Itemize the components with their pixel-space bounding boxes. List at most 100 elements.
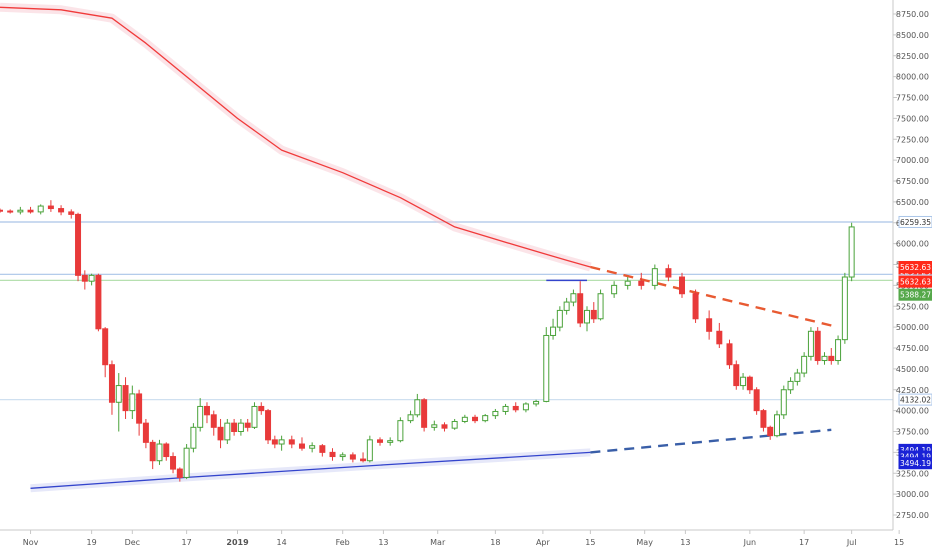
candle-body <box>95 274 102 330</box>
x-tick-label: Apr <box>536 538 551 547</box>
y-tick-label: 6500.00 <box>896 198 929 207</box>
candle-body <box>258 405 265 412</box>
candle-body <box>366 439 373 462</box>
y-tick-label: 8000.00 <box>896 73 929 82</box>
price-tag-label: 5632.63 <box>900 263 931 272</box>
candle-body <box>431 424 438 428</box>
x-tick-label: 17 <box>799 538 809 547</box>
candle-body <box>753 389 760 412</box>
y-tick-label: 3750.00 <box>896 428 929 437</box>
candle-body <box>190 426 197 449</box>
y-tick-label: 6750.00 <box>896 177 929 186</box>
y-tick-label: 4000.00 <box>896 407 929 416</box>
level-tag-box <box>898 215 932 228</box>
candle-body <box>210 414 217 428</box>
candle-body <box>590 309 597 320</box>
x-tick-label: Jun <box>743 538 757 547</box>
price-tag-label: 5388.27 <box>900 291 931 300</box>
price-tag-label: 3494.19 <box>900 446 931 455</box>
candle-body <box>780 389 787 416</box>
candle-body <box>706 318 713 332</box>
y-tick-label: 7750.00 <box>896 94 929 103</box>
candle-body <box>288 439 295 445</box>
price-tag-box <box>898 457 932 470</box>
y-tick-label: 8750.00 <box>896 10 929 19</box>
x-tick-label: 13 <box>680 538 690 547</box>
candle-body <box>37 205 44 213</box>
candle-body <box>149 441 156 462</box>
candle-body <box>75 213 82 276</box>
projected-trendline <box>590 265 832 327</box>
candle-body <box>115 385 122 403</box>
y-tick-label: 8500.00 <box>896 31 929 40</box>
candle-body <box>360 458 367 462</box>
x-tick-label: 2019 <box>226 538 249 547</box>
level-tag-label: 6259.35 <box>900 218 931 227</box>
candle-body <box>597 293 604 320</box>
candle-body <box>197 405 204 428</box>
y-tick-label: 7250.00 <box>896 135 929 144</box>
candle-body <box>716 330 723 345</box>
x-tick-label: 15 <box>894 538 904 547</box>
candle-body <box>692 293 699 320</box>
y-tick-label: 7000.00 <box>896 156 929 165</box>
candle-body <box>760 410 767 428</box>
y-tick-label: 3000.00 <box>896 490 929 499</box>
x-tick-label: 17 <box>182 538 192 547</box>
candle-body <box>848 226 855 278</box>
y-tick-label: 4250.00 <box>896 386 929 395</box>
candle-body <box>841 276 848 341</box>
price-tag-label: 5632.63 <box>900 278 931 287</box>
candle-body <box>835 339 842 362</box>
candle-body <box>265 410 272 441</box>
candle-body <box>163 443 170 458</box>
support-trendline <box>30 451 591 489</box>
candle-body <box>170 456 177 470</box>
y-tick-label: 8250.00 <box>896 52 929 61</box>
candle-body <box>244 422 251 428</box>
candle-body <box>27 209 34 213</box>
x-tick-label: 15 <box>585 538 595 547</box>
candle-body <box>7 210 14 213</box>
candle-body <box>733 364 740 387</box>
candle-body <box>414 399 421 416</box>
y-tick-label: 5000.00 <box>896 323 929 332</box>
candle-body <box>550 326 557 336</box>
candle-body <box>339 454 346 458</box>
candle-body <box>441 424 448 429</box>
x-axis: Nov 19 Dec 17 2019 14 Feb 13 Mar 18 Apr 15 May 13 Jun 1… <box>23 530 904 547</box>
candle-body <box>278 439 285 445</box>
candle-body <box>349 454 356 460</box>
candle-body <box>570 293 577 303</box>
y-tick-label: 6000.00 <box>896 240 929 249</box>
candle-body <box>47 205 54 210</box>
candle-body <box>0 209 3 212</box>
x-tick-label: Nov <box>23 538 39 547</box>
candle-body <box>377 439 384 443</box>
candle-body <box>801 355 808 374</box>
candle-body <box>397 420 404 442</box>
candle-body <box>176 468 183 478</box>
candle-body <box>814 330 821 362</box>
y-tick-label: 4500.00 <box>896 365 929 374</box>
overlay-lines <box>0 2 832 493</box>
candle-body <box>203 405 210 416</box>
candle-body <box>407 414 414 422</box>
candle-body <box>224 422 231 441</box>
candle-body <box>740 376 747 387</box>
candle-body <box>583 309 590 324</box>
candle-body <box>17 209 24 213</box>
candle-body <box>108 364 115 403</box>
candle-body <box>319 445 326 453</box>
x-tick-label: Dec <box>125 538 140 547</box>
candle-body <box>492 410 499 417</box>
candle-body <box>746 376 753 391</box>
candle-body <box>773 414 780 437</box>
candle-body <box>638 280 645 286</box>
price-tag-label: 3494.19 <box>900 453 931 462</box>
candle-body <box>251 405 258 428</box>
candle-body <box>828 355 835 362</box>
level-tag-label: 4132.02 <box>900 396 931 405</box>
